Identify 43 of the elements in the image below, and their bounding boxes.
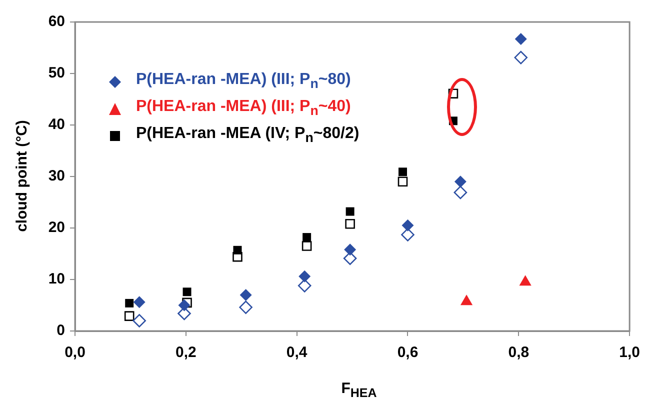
y-tick-label: 40 <box>48 116 65 134</box>
legend-label: P(HEA-ran -MEA) (III; P$_{n}$~80) <box>136 71 351 92</box>
point <box>298 279 312 292</box>
point <box>454 186 468 200</box>
y-tick-label: 0 <box>56 322 65 340</box>
point <box>233 246 242 254</box>
y-tick-label: 30 <box>48 168 65 185</box>
point <box>454 176 466 188</box>
point <box>298 270 311 282</box>
x-axis-title: F$_{HEA}$ <box>341 380 377 400</box>
point <box>124 311 134 321</box>
point <box>133 296 146 308</box>
point <box>401 228 414 242</box>
point <box>514 32 527 45</box>
x-tick-label: 1,0 <box>619 344 640 362</box>
point <box>343 252 357 266</box>
y-tick-label: 10 <box>48 270 65 288</box>
legend-label: P(HEA-ran -MEA) (III; P$_{n}$~40) <box>136 98 351 119</box>
point <box>514 50 528 64</box>
legend-label: P(HEA-ran -MEA (IV; P$_{n}$~80/2) <box>136 125 360 146</box>
point <box>344 244 356 256</box>
point <box>239 300 252 314</box>
point <box>125 298 134 308</box>
x-tick-label: 0,8 <box>508 344 530 362</box>
x-tick-label: 0,4 <box>286 344 308 362</box>
point <box>398 168 407 176</box>
point <box>398 176 408 187</box>
point <box>345 218 355 229</box>
x-tick-label: 0,6 <box>397 344 418 362</box>
x-tick-label: 0,2 <box>175 344 196 362</box>
point <box>240 288 252 301</box>
y-tick-label: 20 <box>48 219 65 236</box>
point <box>302 233 312 242</box>
y-tick-label: 50 <box>48 64 65 82</box>
point <box>132 314 146 328</box>
point <box>182 288 192 296</box>
y-axis-title: cloud point (°C) <box>14 120 30 232</box>
point <box>302 241 312 251</box>
point <box>402 219 414 232</box>
y-tick-label: 60 <box>48 13 65 30</box>
x-tick-label: 0,0 <box>64 344 86 362</box>
point <box>178 299 190 312</box>
point <box>346 207 354 216</box>
